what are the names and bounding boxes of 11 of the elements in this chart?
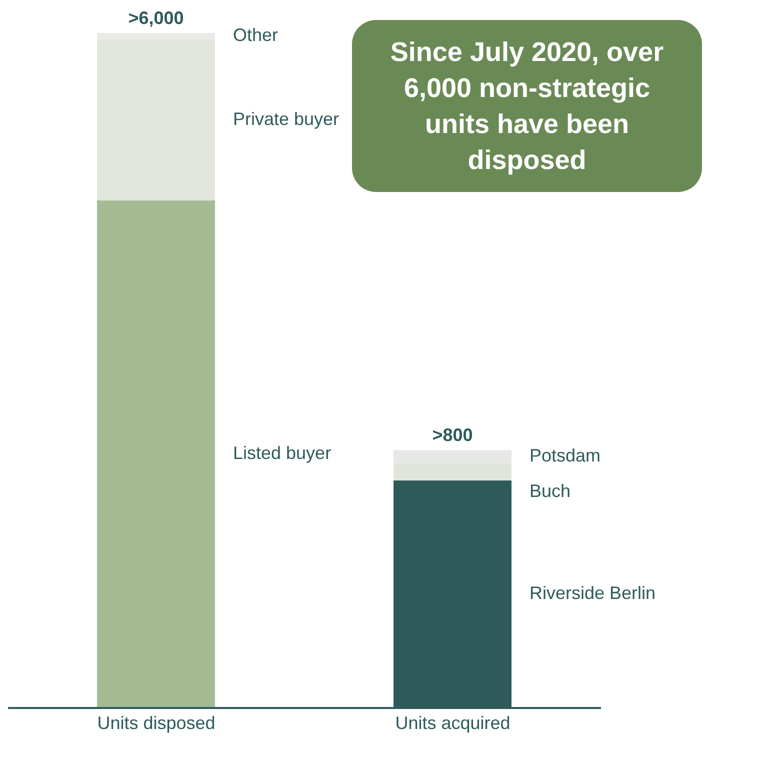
series-label: Potsdam [530, 446, 601, 466]
total-label: >6,000 [128, 8, 184, 28]
x-tick-label: Units disposed [97, 712, 216, 733]
series-label: Riverside Berlin [530, 583, 656, 604]
total-label: >800 [432, 425, 473, 446]
series-label: Listed buyer [233, 442, 332, 463]
x-tick-label: Units acquired [395, 712, 510, 733]
series-label: Private buyer [233, 108, 340, 129]
series-label: Buch [530, 480, 571, 501]
series-label: Other [233, 25, 278, 46]
annotation: Since July 2020, over 6,000 non-strategic units have been disposed [352, 20, 702, 192]
